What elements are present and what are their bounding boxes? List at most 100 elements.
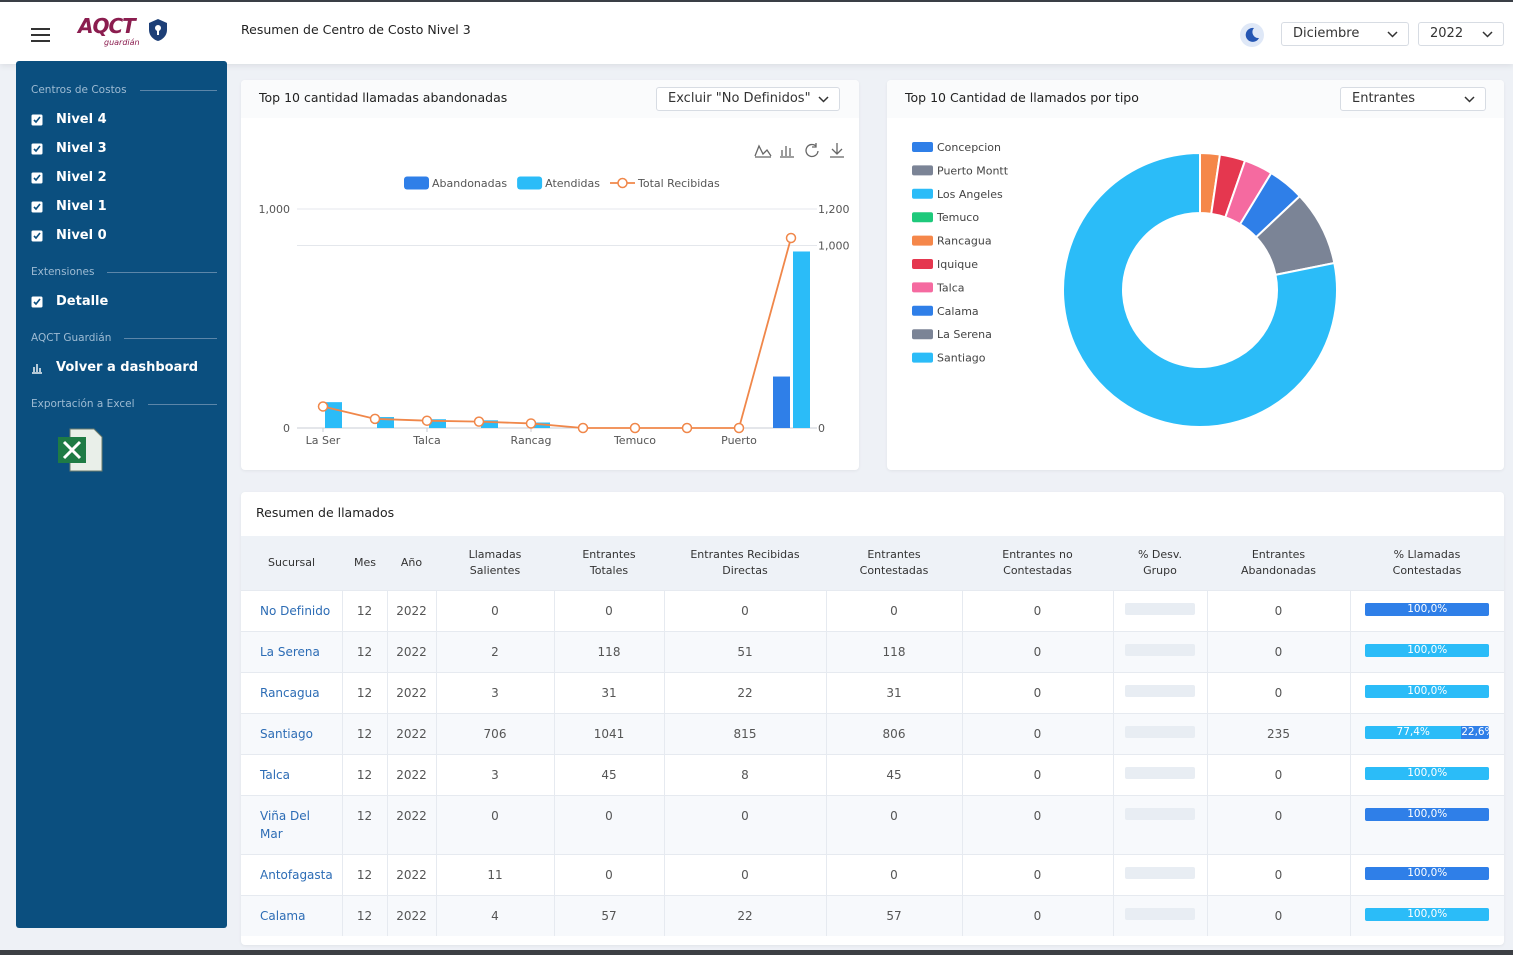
- legend-swatch: [517, 177, 542, 190]
- cell-text: 45: [886, 768, 901, 782]
- menu-button[interactable]: [31, 28, 50, 42]
- cell-text: 12: [357, 645, 372, 659]
- cell-text: 31: [886, 686, 901, 700]
- cell-text: 12: [357, 768, 372, 782]
- nav-icon: [31, 362, 43, 374]
- type-select[interactable]: Entrantes: [1340, 87, 1486, 111]
- line-point[interactable]: [527, 419, 536, 428]
- line-point[interactable]: [787, 234, 796, 243]
- section-title-text: Centros de Costos: [31, 84, 127, 96]
- legend-item[interactable]: Atendidas: [517, 177, 600, 191]
- legend-item[interactable]: Puerto Montt: [912, 164, 1009, 177]
- legend-item[interactable]: Concepcion: [912, 141, 1001, 154]
- chart-toolbox[interactable]: [755, 143, 844, 157]
- line-point[interactable]: [631, 424, 640, 433]
- table-cell: 706: [436, 713, 554, 754]
- legend-item[interactable]: Abandonadas: [404, 177, 507, 191]
- table-cell: 31: [826, 672, 962, 713]
- legend-swatch: [912, 236, 933, 246]
- legend-item[interactable]: Total Recibidas: [610, 177, 720, 190]
- summary-table: SucursalMesAñoLlamadas SalientesEntrante…: [241, 536, 1504, 936]
- section-rule: [107, 272, 217, 273]
- legend-item[interactable]: Temuco: [912, 211, 979, 224]
- legend-item[interactable]: Calama: [912, 305, 979, 318]
- table-cell: 12: [342, 795, 387, 854]
- table-cell: 0: [962, 795, 1113, 854]
- branch-link[interactable]: Viña Del Mar: [241, 795, 342, 854]
- nav-label: Detalle: [56, 294, 108, 309]
- cell-text: 118: [883, 645, 906, 659]
- cell-text: 706: [484, 727, 507, 741]
- legend-swatch: [912, 329, 933, 339]
- deviation-bar: [1125, 685, 1195, 697]
- legend-swatch: [912, 353, 933, 363]
- table-cell: 0: [1207, 672, 1350, 713]
- page-title: Resumen de Centro de Costo Nivel 3: [241, 22, 471, 37]
- nav-item[interactable]: Nivel 1: [16, 192, 227, 221]
- theme-toggle[interactable]: [1239, 22, 1265, 48]
- year-select[interactable]: 2022: [1418, 22, 1504, 46]
- nav-item[interactable]: Nivel 0: [16, 221, 227, 250]
- line-point[interactable]: [371, 414, 380, 423]
- line-point[interactable]: [579, 424, 588, 433]
- progress-bar: 100,0%: [1365, 644, 1489, 657]
- donut-chart: Concepcion Puerto Montt Los Angeles Temuco R…: [887, 80, 1504, 470]
- line-point[interactable]: [735, 424, 744, 433]
- legend-item[interactable]: Santiago: [912, 352, 986, 365]
- bar[interactable]: [793, 251, 810, 428]
- legend-item[interactable]: Iquique: [912, 258, 978, 271]
- branch-link[interactable]: Antofagasta: [241, 854, 342, 895]
- branch-link[interactable]: La Serena: [241, 631, 342, 672]
- branch-link[interactable]: No Definido: [241, 590, 342, 631]
- table-cell: 0: [962, 631, 1113, 672]
- nav-item[interactable]: Nivel 2: [16, 163, 227, 192]
- line-point[interactable]: [475, 417, 484, 426]
- table-cell: 100,0%: [1350, 754, 1504, 795]
- table-cell: 1041: [554, 713, 664, 754]
- line-point[interactable]: [423, 416, 432, 425]
- legend-item[interactable]: La Serena: [912, 328, 992, 341]
- legend-item[interactable]: Talca: [912, 281, 964, 294]
- cell-text: 0: [605, 809, 613, 823]
- table-cell: 22: [664, 895, 826, 936]
- branch-link[interactable]: Santiago: [241, 713, 342, 754]
- cell-text: 0: [1034, 909, 1042, 923]
- line-point[interactable]: [319, 402, 328, 411]
- cell-text: 0: [1034, 645, 1042, 659]
- cell-text: 2022: [396, 645, 427, 659]
- cell-text: 0: [605, 868, 613, 882]
- filter-select[interactable]: Excluir "No Definidos": [656, 87, 840, 111]
- month-select[interactable]: Diciembre: [1281, 22, 1409, 46]
- legend-label: Atendidas: [545, 177, 600, 190]
- table-cell: 3: [436, 754, 554, 795]
- branch-link[interactable]: Rancagua: [241, 672, 342, 713]
- legend-swatch: [912, 282, 933, 292]
- cell-text: 2022: [396, 604, 427, 618]
- legend-swatch: [912, 189, 933, 199]
- x-tick-label: La Ser: [306, 434, 341, 447]
- legend-label: Abandonadas: [432, 177, 507, 190]
- nav-item[interactable]: Nivel 4: [16, 105, 227, 134]
- branch-link[interactable]: Calama: [241, 895, 342, 936]
- logo[interactable]: AQCT guardián: [78, 14, 173, 54]
- bar[interactable]: [773, 377, 790, 428]
- legend-item[interactable]: Los Angeles: [912, 188, 1003, 201]
- branch-link[interactable]: Talca: [241, 754, 342, 795]
- nav-item[interactable]: Nivel 3: [16, 134, 227, 163]
- line-point[interactable]: [683, 424, 692, 433]
- legend-label: Iquique: [937, 258, 978, 271]
- section-title-text: AQCT Guardián: [31, 332, 111, 344]
- table-cell: 22: [664, 672, 826, 713]
- nav-icon: [31, 114, 43, 126]
- legend-item[interactable]: Rancagua: [912, 235, 992, 248]
- nav-item[interactable]: Volver a dashboard: [16, 353, 227, 382]
- nav-item[interactable]: Detalle: [16, 287, 227, 316]
- table-cell: 0: [664, 590, 826, 631]
- table-cell: 2022: [387, 713, 436, 754]
- table-cell: 100,0%: [1350, 895, 1504, 936]
- table-cell: 12: [342, 590, 387, 631]
- card-title: Top 10 Cantidad de llamados por tipo: [905, 90, 1139, 105]
- cell-text: 22: [737, 686, 752, 700]
- excel-export-icon[interactable]: [56, 427, 104, 473]
- deviation-bar: [1125, 767, 1195, 779]
